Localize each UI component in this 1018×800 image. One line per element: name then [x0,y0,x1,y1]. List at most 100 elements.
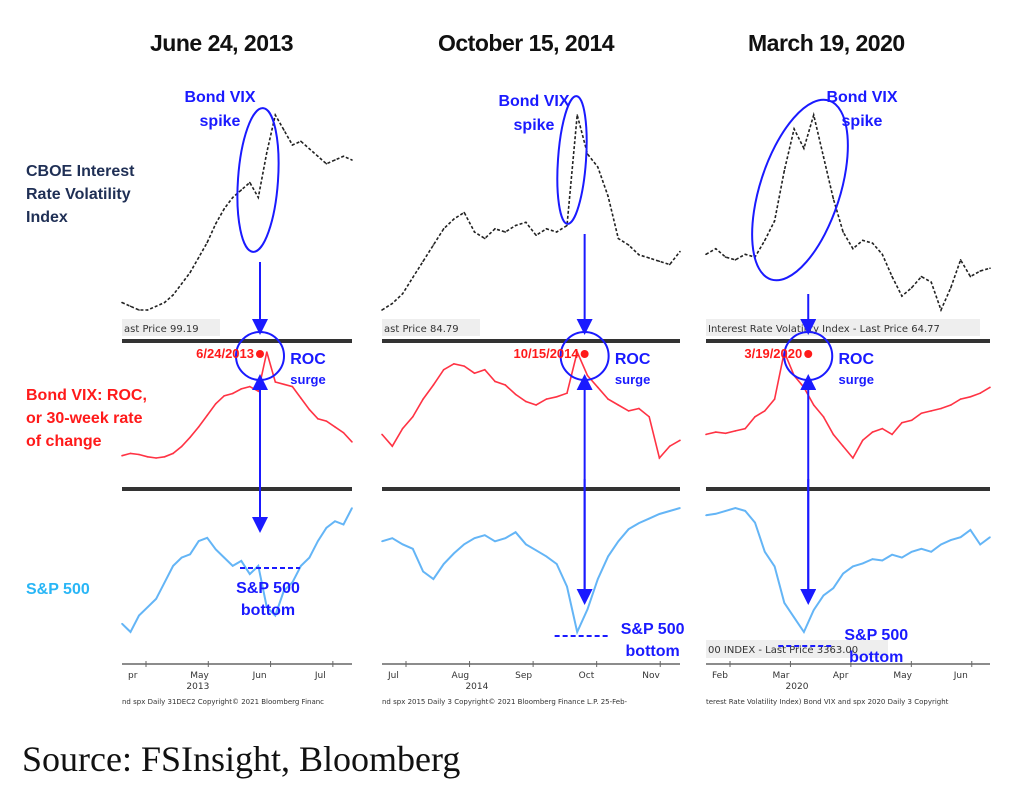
data-point-vix [514,224,517,227]
data-point-vix [668,263,671,266]
data-point-roc [566,392,568,395]
data-point-spx [842,572,844,575]
spx-bottom-label-line2: bottom [849,649,903,666]
x-year-label: 2020 [786,682,809,692]
data-point-spx [627,528,630,530]
data-point-vix [648,257,650,259]
data-point-spx [979,543,982,546]
data-point-spx [607,555,609,558]
data-point-spx [422,570,424,573]
data-point-vix [138,309,140,311]
roc-label-line2: surge [615,372,650,387]
data-point-roc [138,453,140,456]
data-point-spx [248,573,251,575]
data-point-vix [129,305,132,308]
data-point-vix [930,281,933,283]
spike-label-line1: Bond VIX [826,89,897,106]
data-point-spx [950,539,952,541]
data-point-spx [214,548,217,551]
data-point-spx [793,616,795,619]
chart-footer: nd spx Daily 31DEC2 Copyright© 2021 Bloo… [122,698,324,706]
data-point-vix [555,231,558,233]
data-point-spx [274,614,277,617]
data-point-vix [545,227,548,230]
data-point-vix [617,237,620,240]
spike-circle [751,98,849,282]
data-point-roc [483,368,486,371]
x-tick-label: Feb [712,671,728,681]
data-point-roc [545,398,548,400]
data-point-spx [308,556,311,559]
data-point-vix [607,195,609,198]
data-point-spx [291,581,294,584]
chart-canvas: ast Price 99.19 pr May Jun Jul 2013 nd spx Dai… [121,89,991,706]
data-point-vix [172,294,174,296]
data-point-roc [714,431,717,433]
data-point-spx [325,527,328,529]
data-point-spx [231,565,234,567]
data-point-roc [351,441,353,443]
data-point-roc [832,433,835,436]
data-point-roc [535,404,537,406]
roc-label-line1: ROC [615,351,651,368]
data-point-vix [206,241,208,244]
roc-label-line1: ROC [290,351,326,368]
data-point-vix [852,247,854,250]
data-point-roc [555,395,558,398]
spx-last-price: 00 INDEX - Last Price 3363.00 [708,645,858,656]
series-line-roc-2 [381,349,681,460]
data-point-roc [214,403,217,405]
data-point-vix [714,247,717,250]
spike-label-line2: spike [200,113,241,130]
x-tick-label: Sep [515,671,532,681]
data-point-spx [705,514,707,517]
data-point-spx [930,550,933,553]
series-line-spx-2 [381,507,681,636]
data-point-spx [658,513,661,515]
data-point-vix [891,275,893,278]
last-price-box [706,640,888,658]
data-point-spx [812,609,815,611]
data-point-roc [121,454,123,457]
x-tick-label: Mar [772,671,789,681]
data-point-vix [627,244,630,246]
data-point-vix [812,114,815,116]
data-point-spx [401,543,404,546]
data-point-spx [920,548,923,550]
data-point-roc [744,427,746,430]
data-point-vix [351,159,353,161]
spx-bottom-label-line2: bottom [626,643,680,660]
data-point-roc [381,433,383,436]
data-point-spx [146,606,149,608]
data-point-roc [334,426,336,428]
roc-surge-circle [559,331,610,381]
data-point-spx [586,608,589,611]
row-label-roc: Bond VIX: ROC, or 30-week rate of change [26,387,147,450]
data-point-vix [793,128,795,130]
spx-bottom-label-line2: bottom [241,602,295,619]
data-point-spx [432,578,435,580]
data-point-spx [342,523,345,526]
chart-footer: terest Rate Volatility Index) Bond VIX a… [706,698,949,706]
data-point-roc [724,432,727,435]
data-point-roc [391,445,394,448]
data-point-vix [412,276,414,279]
data-point-roc [129,452,132,455]
data-point-vix [381,309,383,311]
data-point-vix [121,301,123,304]
data-point-spx [163,581,166,584]
data-point-vix [283,129,285,131]
spike-label-line1: Bond VIX [498,93,569,110]
series-line-spx-1 [121,507,353,634]
data-point-vix [163,301,166,304]
data-point-roc [325,420,328,422]
data-point-roc [266,351,268,353]
spike-circle [556,95,588,225]
last-price-box [122,319,220,336]
data-point-vix [274,114,277,116]
data-point-roc [910,419,913,422]
x-tick-label: Jun [252,671,267,681]
spike-label-line1: Bond VIX [184,89,255,106]
data-point-roc [989,386,991,389]
data-point-vix [822,155,825,158]
